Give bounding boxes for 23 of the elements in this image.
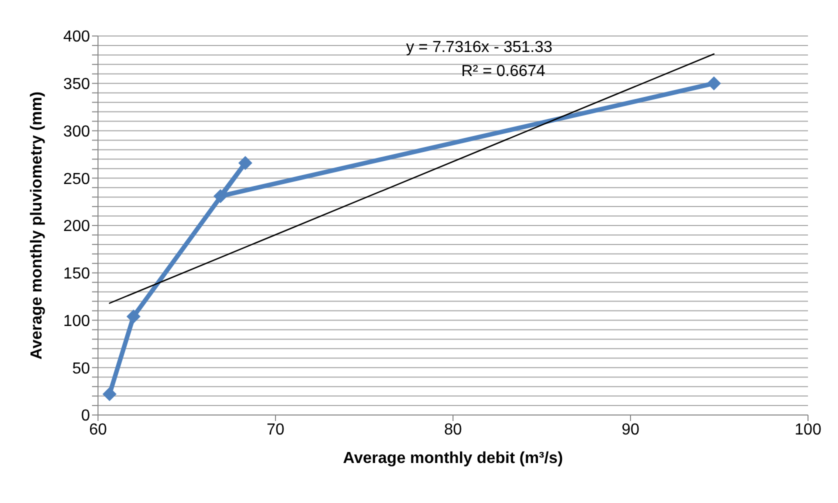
x-axis-title: Average monthly debit (m³/s) <box>343 450 563 467</box>
y-tick-label: 400 <box>63 28 90 46</box>
y-tick-label: 150 <box>63 266 90 283</box>
annotation: y = 7.7316x - 351.33 <box>406 39 553 56</box>
y-tick-label: 0 <box>81 408 90 425</box>
y-tick-label: 50 <box>72 360 90 378</box>
x-tick-label: 90 <box>622 421 640 438</box>
x-tick-label: 60 <box>89 421 107 438</box>
x-tick-label: 100 <box>794 421 822 438</box>
y-tick-label: 100 <box>63 312 90 330</box>
y-axis-title: Average monthly pluviometry (mm) <box>28 92 46 360</box>
point <box>706 76 721 90</box>
x-tick-label: 80 <box>444 421 462 438</box>
point <box>102 387 117 402</box>
point <box>238 156 252 170</box>
y-tick-label: 250 <box>63 170 90 188</box>
x-tick-label: 70 <box>266 421 284 438</box>
annotation: R² = 0.6674 <box>461 63 546 80</box>
y-tick-label: 200 <box>63 218 90 236</box>
point <box>126 309 140 324</box>
point <box>213 189 228 204</box>
y-tick-label: 350 <box>63 76 90 94</box>
y-tick-label: 300 <box>63 123 90 140</box>
